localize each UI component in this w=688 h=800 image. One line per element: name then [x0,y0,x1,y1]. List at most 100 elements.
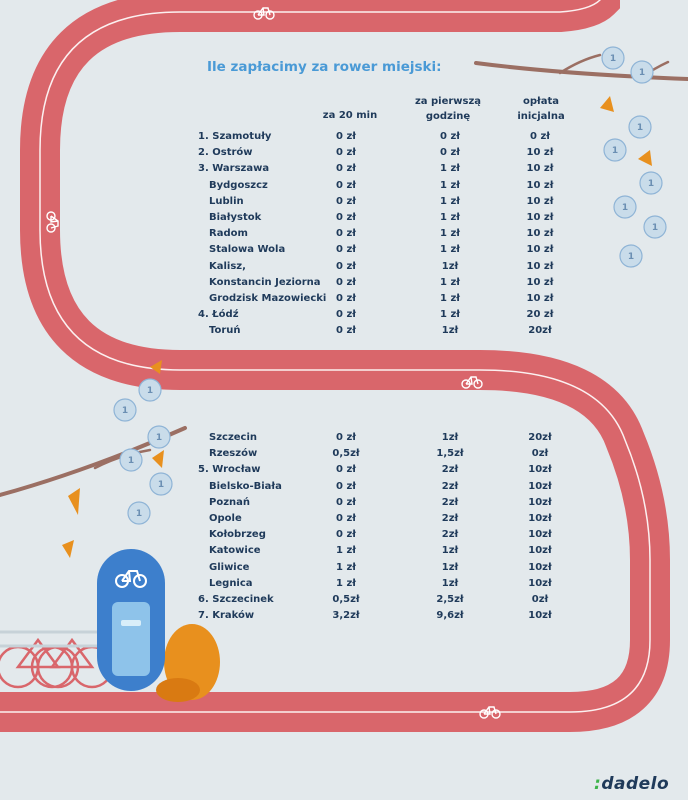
initial-fee: 10 zł [526,212,554,223]
price-20min: 0 zł [336,228,356,240]
city-name: Toruń [209,325,241,337]
column-header-initial-fee: opłata inicjalna [506,94,576,124]
svg-text:1: 1 [156,433,162,443]
price-first-hour: 1zł [441,577,459,589]
city-name: Bielsko-Biała [209,480,282,492]
initial-fee: 10 zł [526,179,554,191]
initial-fee: 10zł [528,496,552,508]
price-20min: 3,2zł [332,610,360,622]
city-name: 2. Ostrów [198,147,253,159]
city-name: Rzeszów [209,448,258,460]
price-first-hour: 1 zł [440,293,460,304]
city-name: Poznań [209,496,251,508]
city-name: Grodzisk Mazowiecki [209,293,327,304]
initial-fee: 10 zł [526,244,554,256]
city-name: Białystok [209,212,262,223]
price-first-hour: 1 zł [440,228,460,240]
price-20min: 0 zł [336,464,356,476]
initial-fee: 20zł [528,325,552,337]
price-first-hour: 0 zł [440,131,460,142]
price-20min: 1 zł [336,545,356,557]
price-first-hour: 1 zł [440,212,460,223]
price-20min: 1 zł [336,561,356,573]
city-name: Lublin [209,195,244,207]
svg-text:1: 1 [147,386,153,396]
price-first-hour: 9,6zł [436,610,464,622]
initial-fee: 10zł [528,610,552,622]
price-20min: 0,5zł [332,594,360,605]
price-first-hour: 2,5zł [436,594,464,605]
price-first-hour: 2zł [441,513,459,524]
initial-fee: 10zł [528,545,552,557]
price-first-hour: 2zł [441,496,459,508]
price-first-hour: 1 zł [440,163,460,175]
column-header-first-hour-line1: za pierwszą [414,96,482,107]
logo: :dadelo [594,774,669,794]
price-20min: 0 zł [336,163,356,175]
svg-text:1: 1 [158,480,164,490]
price-20min: 0 zł [336,513,356,524]
svg-text:1: 1 [128,456,134,466]
city-name: 1. Szamotuły [198,131,272,142]
city-name: 7. Kraków [198,610,255,622]
initial-fee: 10 zł [526,147,554,159]
logo-text: dadelo [601,774,670,794]
city-name: Opole [209,513,242,524]
initial-fee: 10 zł [526,260,554,272]
column-header-first-hour-line2: godzinę [425,111,471,122]
city-name: 4. Łódź [198,309,239,321]
price-20min: 0 zł [336,179,356,191]
bike-track [0,0,670,732]
price-20min: 0,5zł [332,448,360,460]
coin-label: 1 1 1 1 1 1 1 1 1 1 1 1 1 1 [122,54,658,519]
page-title: Ile zapłacimy za rower miejski: [207,59,442,75]
initial-fee: 10 zł [526,276,554,288]
city-name: 3. Warszawa [198,163,270,175]
price-20min: 0 zł [336,529,356,541]
svg-text:1: 1 [610,54,616,64]
price-20min: 0 zł [336,432,356,443]
column-header-20min: za 20 min [322,110,378,121]
city-name: Kołobrzeg [209,529,266,541]
price-20min: 0 zł [336,131,356,142]
city-name: 6. Szczecinek [198,594,274,605]
svg-text:1: 1 [122,406,128,416]
price-first-hour: 2zł [441,529,459,541]
price-first-hour: 1 zł [440,244,460,256]
svg-text:1: 1 [637,123,643,133]
initial-fee: 10 zł [526,195,554,207]
price-20min: 0 zł [336,147,356,159]
bicycle-icon [461,376,483,389]
price-first-hour: 1,5zł [436,448,464,460]
price-20min: 0 zł [336,309,356,321]
price-first-hour: 1 zł [440,309,460,321]
price-first-hour: 0 zł [440,147,460,159]
city-name: Gliwice [209,561,250,573]
price-20min: 0 zł [336,480,356,492]
price-first-hour: 1zł [441,545,459,557]
city-name: Katowice [209,545,261,557]
city-name: Stalowa Wola [209,244,286,256]
bush [156,624,220,702]
price-20min: 0 zł [336,195,356,207]
leaf-icon [62,96,652,558]
column-header-first-hour: za pierwszą godzinę [408,94,488,124]
column-header-initial-fee-line1: opłata [522,96,559,107]
price-20min: 0 zł [336,496,356,508]
price-20min: 0 zł [336,212,356,223]
city-name: Bydgoszcz [209,179,268,191]
initial-fee: 10zł [528,561,552,573]
column-header-initial-fee-line2: inicjalna [517,111,565,122]
city-name: Kalisz, [209,260,246,272]
price-first-hour: 1zł [441,325,459,337]
svg-text:1: 1 [652,223,658,233]
coin-icon [113,46,667,525]
city-name: Szczecin [209,432,258,443]
bike-station [97,549,165,691]
initial-fee: 10 zł [526,228,554,240]
city-name: 5. Wrocław [198,464,261,476]
price-first-hour: 1 zł [440,195,460,207]
price-first-hour: 1zł [441,260,459,272]
city-name: Konstancin Jeziorna [209,276,321,288]
